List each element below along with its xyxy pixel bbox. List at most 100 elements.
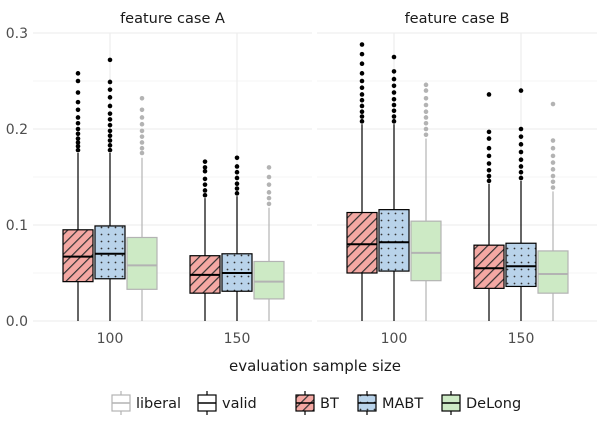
legend-item-delong: DeLong: [441, 391, 521, 415]
outlier-point: [202, 192, 208, 198]
outlier-point: [139, 115, 145, 120]
outlier-point: [202, 188, 208, 193]
box-body: [505, 242, 537, 288]
legend-label: BT: [320, 396, 339, 412]
box-body: [378, 209, 410, 272]
outlier-point: [139, 140, 145, 145]
outlier-point: [391, 96, 397, 102]
outlier-point: [266, 174, 272, 180]
outlier-point: [391, 90, 397, 95]
outlier-point: [391, 114, 397, 119]
outlier-point: [423, 115, 429, 120]
outlier-point: [107, 138, 113, 143]
outlier-point: [75, 126, 81, 132]
outlier-point: [75, 136, 81, 141]
box-mabt-100: [378, 54, 410, 321]
outlier-point: [266, 201, 272, 207]
outlier-point: [234, 191, 240, 196]
legend-label: valid: [222, 396, 257, 412]
outlier-point: [107, 79, 113, 85]
outlier-point: [550, 101, 556, 107]
outlier-point: [550, 138, 556, 143]
outlier-point: [359, 71, 365, 76]
outlier-point: [550, 173, 556, 179]
outlier-point: [550, 145, 556, 151]
box-bt-100: [62, 71, 94, 321]
outlier-point: [266, 195, 272, 201]
outlier-point: [486, 161, 492, 166]
outlier-point: [202, 159, 208, 164]
x-tick-label: 100: [381, 331, 408, 347]
outlier-point: [107, 147, 113, 153]
outlier-point: [359, 42, 365, 47]
box-bt-100: [346, 42, 378, 321]
outlier-point: [518, 142, 524, 147]
box-delong-150: [537, 101, 569, 321]
box-body: [537, 250, 569, 294]
outlier-point: [359, 92, 365, 97]
outlier-point: [423, 120, 429, 126]
outlier-point: [234, 169, 240, 175]
outlier-point: [139, 95, 145, 101]
outlier-point: [202, 168, 208, 174]
outlier-point: [550, 167, 556, 172]
outlier-point: [391, 69, 397, 74]
outlier-point: [423, 126, 429, 132]
box-bt-150: [473, 92, 505, 321]
outlier-point: [518, 164, 524, 169]
outlier-point: [391, 54, 397, 60]
legend: liberal valid BT MABT DeLong: [111, 391, 521, 415]
outlier-point: [107, 103, 113, 109]
outlier-point: [75, 120, 81, 126]
outlier-point: [139, 145, 145, 151]
outlier-point: [518, 169, 524, 175]
outlier-point: [359, 103, 365, 109]
outlier-point: [234, 175, 240, 181]
outlier-point: [423, 82, 429, 88]
x-axis-label: evaluation sample size: [229, 357, 401, 375]
outlier-point: [75, 90, 81, 95]
outlier-point: [107, 111, 113, 116]
outlier-point: [486, 136, 492, 141]
outlier-point: [107, 122, 113, 128]
outlier-point: [486, 178, 492, 184]
outlier-point: [486, 129, 492, 135]
facet-title: feature case B: [405, 11, 510, 27]
outlier-point: [202, 182, 208, 187]
outlier-point: [75, 131, 81, 137]
outlier-point: [139, 134, 145, 139]
outlier-point: [266, 165, 272, 170]
outlier-point: [139, 150, 145, 156]
outlier-point: [75, 71, 81, 76]
outlier-point: [234, 186, 240, 191]
outlier-point: [550, 179, 556, 185]
outlier-point: [518, 149, 524, 155]
outlier-point: [234, 155, 240, 161]
outlier-point: [234, 181, 240, 187]
y-tick-label: 0.2: [6, 122, 28, 138]
outlier-point: [391, 83, 397, 89]
outlier-point: [359, 61, 365, 67]
outlier-point: [518, 134, 524, 139]
outlier-point: [107, 133, 113, 139]
box-body: [94, 225, 126, 280]
x-tick-label: 150: [224, 331, 251, 347]
outlier-point: [423, 109, 429, 115]
box-delong-100: [126, 95, 158, 321]
outlier-point: [486, 173, 492, 179]
outlier-point: [139, 128, 145, 134]
legend-item-liberal: liberal: [111, 391, 181, 415]
outlier-point: [391, 76, 397, 82]
outlier-point: [202, 165, 208, 170]
outlier-point: [202, 176, 208, 182]
box-delong-100: [410, 82, 442, 321]
box-mabt-150: [505, 88, 537, 321]
legend-label: liberal: [136, 396, 181, 412]
outlier-point: [107, 143, 113, 148]
box-mabt-150: [221, 155, 253, 321]
outlier-point: [359, 78, 365, 84]
outlier-point: [486, 153, 492, 159]
outlier-point: [550, 185, 556, 190]
outlier-point: [107, 87, 113, 92]
outlier-point: [75, 143, 81, 149]
